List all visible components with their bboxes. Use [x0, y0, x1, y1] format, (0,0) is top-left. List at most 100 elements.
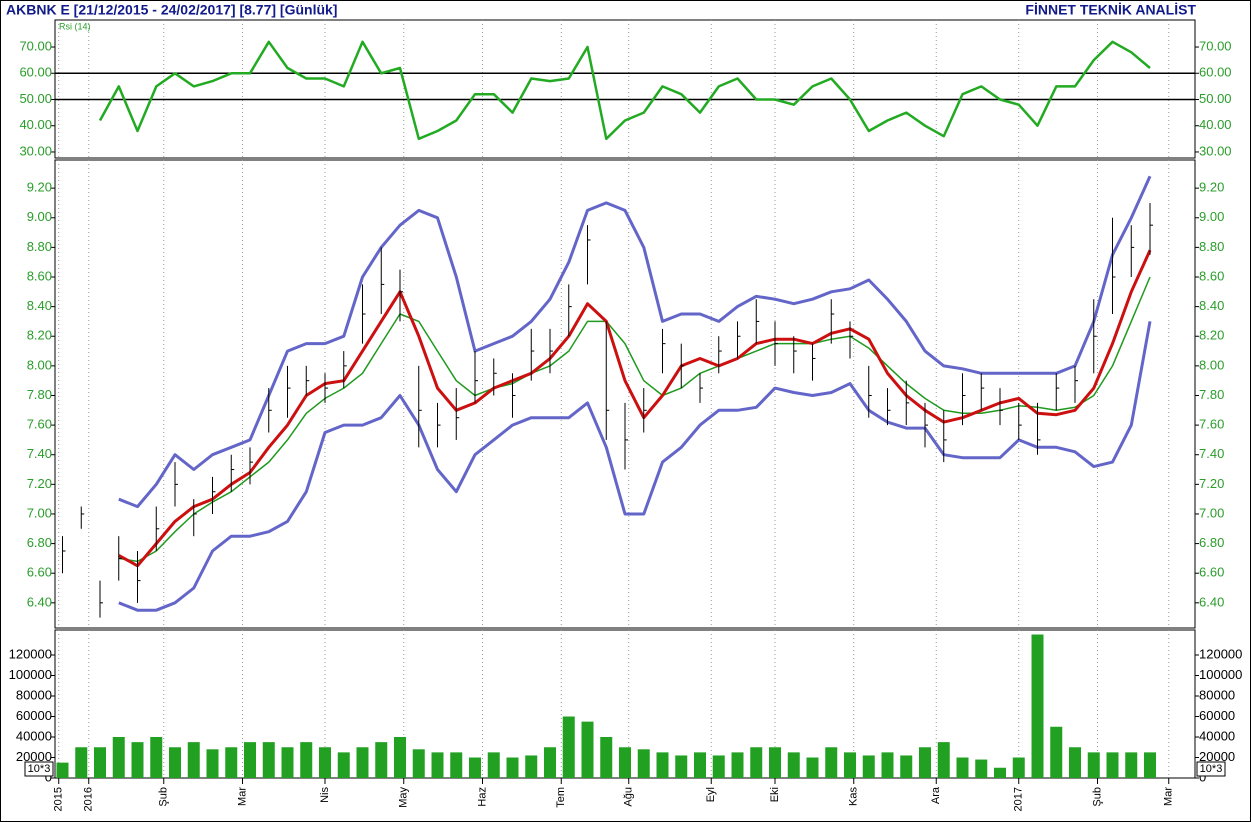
x-tick-label: Mar [236, 787, 248, 806]
y-tick-label: 120000 [9, 646, 52, 661]
volume-bar [244, 742, 256, 778]
volume-bar [412, 749, 425, 778]
y-tick-label: 6.40 [27, 594, 52, 609]
volume-bar [131, 742, 144, 778]
unit-label: 10*3 [28, 763, 51, 775]
volume-bar [1144, 752, 1156, 778]
volume-bar [94, 747, 106, 778]
volume-bar [375, 742, 388, 778]
y-tick-label: 80000 [16, 687, 52, 702]
y-tick-label: 60000 [16, 708, 52, 723]
y-tick-label: 8.20 [27, 328, 52, 343]
y-tick-label: 7.80 [27, 387, 52, 402]
y-tick-label: 9.20 [27, 180, 52, 195]
volume-bar [956, 757, 969, 778]
volume-bar [675, 755, 688, 778]
volume-bar [450, 752, 463, 778]
volume-bar [469, 757, 481, 778]
panel-frame [54, 19, 1196, 159]
volume-bar [337, 752, 350, 778]
indicator-line [118, 321, 1152, 612]
y-tick-label: 8.00 [1199, 357, 1224, 372]
y-tick-label: 6.40 [1199, 594, 1224, 609]
y-tick-label: 60000 [1199, 708, 1235, 723]
volume-bar [281, 747, 294, 778]
volume-bar [1050, 726, 1063, 778]
volume-bar [525, 755, 538, 778]
indicator-line [118, 249, 1152, 568]
y-tick-label: 9.20 [1199, 180, 1224, 195]
y-tick-label: 30.00 [19, 143, 52, 158]
volume-bar [1087, 752, 1100, 778]
volume-bar [919, 747, 931, 778]
volume-bar [600, 737, 613, 778]
volume-bar [262, 742, 275, 778]
x-tick-label: 2017 [1013, 787, 1025, 811]
y-tick-label: 7.20 [27, 476, 52, 491]
volume-bar [637, 749, 650, 778]
volume-bar [844, 752, 856, 778]
x-tick-label: May [398, 787, 410, 808]
y-tick-label: 7.60 [1199, 417, 1224, 432]
y-tick-label: 6.60 [1199, 565, 1224, 580]
y-tick-label: 100000 [9, 667, 52, 682]
x-tick-label: Ara [930, 786, 942, 804]
volume-bar [769, 747, 781, 778]
x-tick-label: 2015 [53, 787, 65, 811]
y-tick-label: 30.00 [1199, 143, 1232, 158]
y-tick-label: 7.20 [1199, 476, 1224, 491]
volume-bar [656, 752, 669, 778]
x-tick-label: Eyl [705, 787, 717, 802]
x-tick-label: Ağu [623, 787, 635, 807]
y-tick-label: 70.00 [1199, 38, 1232, 53]
volume-bar [75, 747, 88, 778]
volume-bar [750, 747, 763, 778]
y-tick-label: 20000 [1199, 749, 1235, 764]
y-tick-label: 7.80 [1199, 387, 1224, 402]
y-tick-label: 80000 [1199, 687, 1235, 702]
x-tick-label: Haz [476, 787, 488, 807]
y-tick-label: 6.80 [1199, 535, 1224, 550]
volume-bar [881, 752, 894, 778]
volume-bar [994, 767, 1006, 778]
volume-bar [562, 716, 575, 778]
unit-box [1196, 761, 1226, 777]
volume-bar [225, 747, 238, 778]
y-tick-label: 7.60 [27, 417, 52, 432]
volume-bar [506, 757, 519, 778]
volume-bar [319, 747, 331, 778]
y-tick-label: 120000 [1199, 646, 1242, 661]
volume-bar [731, 752, 744, 778]
y-tick-label: 40.00 [19, 117, 52, 132]
y-tick-label: 6.80 [27, 535, 52, 550]
volume-bar [787, 752, 800, 778]
volume-bar [712, 755, 725, 778]
x-tick-label: Tem [555, 787, 567, 808]
volume-bar [581, 721, 594, 778]
volume-bar [150, 737, 163, 778]
y-tick-label: 50.00 [19, 91, 52, 106]
y-tick-label: 9.00 [27, 209, 52, 224]
indicator-line [118, 276, 1151, 563]
y-tick-label: 40.00 [1199, 117, 1232, 132]
y-tick-label: 7.00 [1199, 505, 1224, 520]
volume-bar [169, 747, 181, 778]
y-tick-label: 8.80 [1199, 239, 1224, 254]
volume-bar [1106, 752, 1119, 778]
volume-bar [544, 747, 556, 778]
legend-label: Rsi (14) [59, 21, 91, 31]
panel-frame [54, 159, 1196, 629]
volume-bar [356, 747, 369, 778]
x-tick-label: Mar [1163, 787, 1175, 806]
volume-bar [1069, 747, 1081, 778]
volume-bar [862, 755, 875, 778]
volume-bar [1125, 752, 1138, 778]
x-tick-label: Şub [158, 787, 170, 807]
volume-bar [825, 747, 838, 778]
volume-bar [619, 747, 631, 778]
volume-bar [806, 757, 819, 778]
y-tick-label: 60.00 [1199, 65, 1232, 80]
y-tick-label: 7.40 [1199, 446, 1224, 461]
y-tick-label: 20000 [16, 749, 52, 764]
